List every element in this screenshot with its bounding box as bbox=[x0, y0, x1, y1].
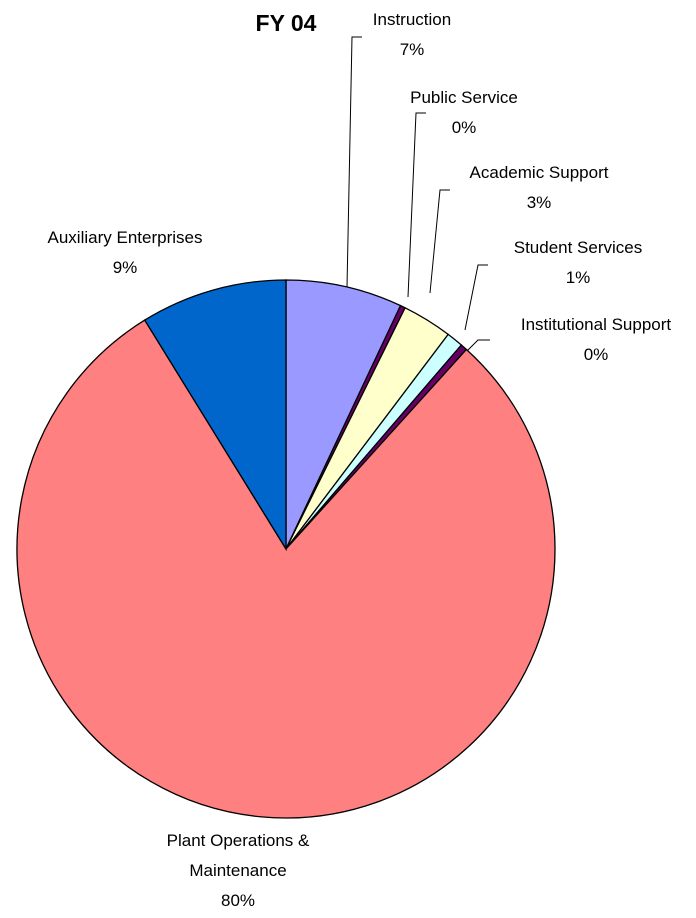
slice-value-label: 9% bbox=[112, 258, 138, 277]
pie-slice bbox=[285, 279, 402, 550]
slice-label: Public Service bbox=[410, 88, 518, 107]
slice-value-label: 0% bbox=[451, 118, 477, 137]
leader-line bbox=[465, 339, 490, 353]
leader-line bbox=[464, 264, 488, 331]
slice-label: Auxiliary Enterprises bbox=[47, 228, 203, 247]
leader-line bbox=[429, 189, 450, 294]
pie-slice bbox=[16, 319, 556, 819]
slice-label: Institutional Support bbox=[520, 315, 672, 334]
chart-title: FY 04 bbox=[255, 10, 317, 36]
slice-label: Student Services bbox=[513, 238, 643, 257]
pie-slice bbox=[143, 279, 287, 552]
slice-value-label: 0% bbox=[583, 345, 609, 364]
leader-line bbox=[346, 36, 362, 288]
leader-line bbox=[407, 112, 426, 298]
slice-value-label: 7% bbox=[399, 40, 425, 59]
slice-label: Instruction bbox=[372, 10, 452, 29]
slice-value-label: 80% bbox=[220, 891, 256, 910]
slice-value-label: 3% bbox=[526, 193, 552, 212]
slice-value-label: 1% bbox=[565, 268, 591, 287]
slice-label: Plant Operations & Maintenance bbox=[166, 831, 310, 880]
slice-label: Academic Support bbox=[469, 163, 609, 182]
